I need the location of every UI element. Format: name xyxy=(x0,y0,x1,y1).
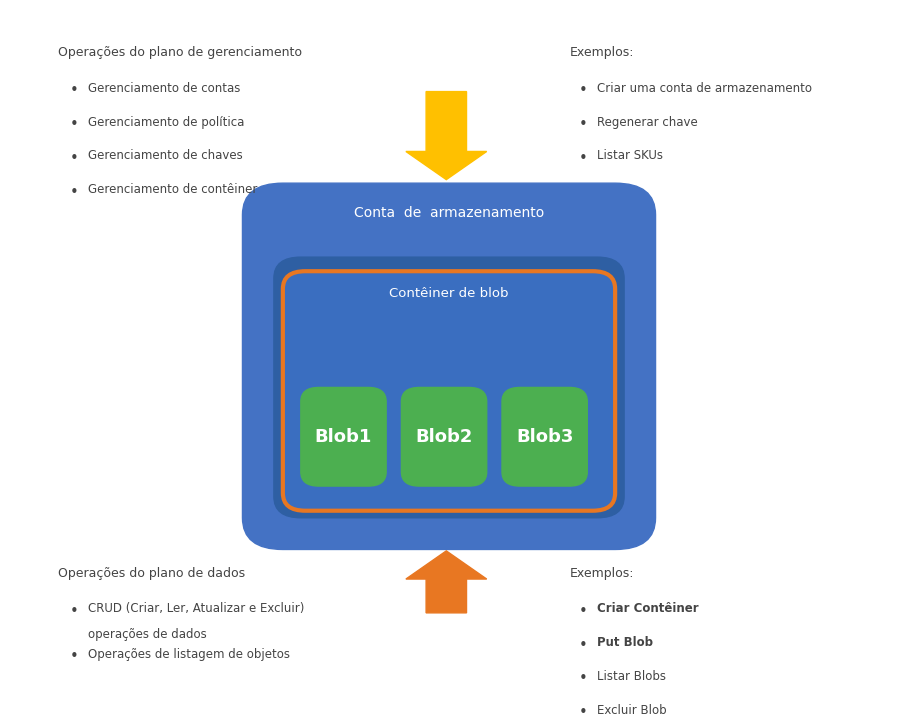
Text: •: • xyxy=(579,637,588,652)
Polygon shape xyxy=(406,551,487,613)
Text: •: • xyxy=(70,83,79,98)
Text: CRUD (Criar, Ler, Atualizar e Excluir): CRUD (Criar, Ler, Atualizar e Excluir) xyxy=(88,603,304,616)
FancyBboxPatch shape xyxy=(283,271,615,510)
FancyBboxPatch shape xyxy=(301,387,386,486)
Text: Put Blob: Put Blob xyxy=(597,636,653,649)
FancyBboxPatch shape xyxy=(502,387,587,486)
Text: Operações do plano de gerenciamento: Operações do plano de gerenciamento xyxy=(58,46,303,59)
Text: •: • xyxy=(579,150,588,166)
Text: Contêiner de blob: Contêiner de blob xyxy=(389,287,509,300)
Text: Excluir Blob: Excluir Blob xyxy=(597,703,667,716)
Text: Criar Contêiner: Criar Contêiner xyxy=(597,603,699,616)
Text: •: • xyxy=(70,603,79,618)
FancyBboxPatch shape xyxy=(274,257,624,518)
Text: Criar uma conta de armazenamento: Criar uma conta de armazenamento xyxy=(597,81,812,95)
Text: •: • xyxy=(579,83,588,98)
Text: Conta  de  armazenamento: Conta de armazenamento xyxy=(354,206,544,220)
Text: Gerenciamento de contêiner: Gerenciamento de contêiner xyxy=(88,183,258,196)
Text: •: • xyxy=(579,705,588,720)
Text: Operações do plano de dados: Operações do plano de dados xyxy=(58,567,245,580)
Text: Gerenciamento de chaves: Gerenciamento de chaves xyxy=(88,149,242,162)
Text: •: • xyxy=(70,649,79,665)
Polygon shape xyxy=(406,91,487,179)
Text: Gerenciamento de política: Gerenciamento de política xyxy=(88,115,244,129)
Text: Exemplos:: Exemplos: xyxy=(570,46,635,59)
Text: Blob3: Blob3 xyxy=(516,428,573,446)
Text: Regenerar chave: Regenerar chave xyxy=(597,115,698,129)
Text: Exemplos:: Exemplos: xyxy=(570,567,635,580)
Text: Blob2: Blob2 xyxy=(416,428,472,446)
Text: •: • xyxy=(579,603,588,618)
Text: Listar Blobs: Listar Blobs xyxy=(597,670,666,683)
Text: Gerenciamento de contas: Gerenciamento de contas xyxy=(88,81,241,95)
Text: Blob1: Blob1 xyxy=(315,428,372,446)
FancyBboxPatch shape xyxy=(401,387,487,486)
Text: •: • xyxy=(70,184,79,199)
Text: •: • xyxy=(70,117,79,132)
Text: operações de dados: operações de dados xyxy=(88,629,207,642)
Text: •: • xyxy=(579,671,588,686)
Text: •: • xyxy=(579,117,588,132)
Text: Operações de listagem de objetos: Operações de listagem de objetos xyxy=(88,648,290,661)
Text: Listar SKUs: Listar SKUs xyxy=(597,149,663,162)
Text: •: • xyxy=(70,150,79,166)
FancyBboxPatch shape xyxy=(242,183,656,549)
